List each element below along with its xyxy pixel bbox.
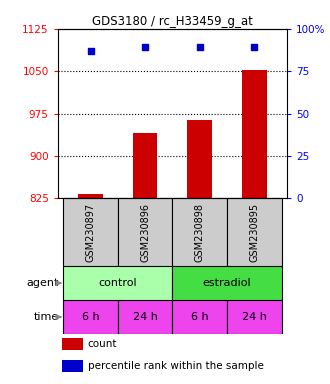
Text: 24 h: 24 h [242, 312, 267, 322]
Bar [63, 198, 118, 266]
Bar [62, 360, 83, 372]
Text: agent: agent [26, 278, 59, 288]
Bar [118, 198, 173, 266]
Text: 6 h: 6 h [191, 312, 209, 322]
Text: percentile rank within the sample: percentile rank within the sample [87, 361, 263, 371]
Bar [173, 266, 281, 300]
Text: estradiol: estradiol [203, 278, 251, 288]
Text: count: count [87, 339, 117, 349]
Text: GSM230897: GSM230897 [85, 203, 95, 262]
Text: control: control [99, 278, 137, 288]
Point [197, 45, 202, 51]
Bar [242, 70, 267, 198]
Bar [173, 198, 227, 266]
Text: GSM230898: GSM230898 [195, 203, 205, 262]
Text: 24 h: 24 h [133, 312, 157, 322]
Bar [63, 266, 173, 300]
Bar [78, 194, 103, 198]
Text: GSM230895: GSM230895 [249, 203, 259, 262]
Text: time: time [34, 312, 59, 322]
Bar [133, 133, 157, 198]
Point [143, 45, 148, 51]
Bar [63, 300, 118, 334]
Point [88, 48, 93, 54]
Bar [187, 120, 212, 198]
Point [252, 45, 257, 51]
Bar [118, 300, 173, 334]
Bar [173, 300, 227, 334]
Title: GDS3180 / rc_H33459_g_at: GDS3180 / rc_H33459_g_at [92, 15, 253, 28]
Bar [227, 300, 281, 334]
Text: GSM230896: GSM230896 [140, 203, 150, 262]
Bar [227, 198, 281, 266]
Text: 6 h: 6 h [82, 312, 99, 322]
Bar [62, 338, 83, 350]
